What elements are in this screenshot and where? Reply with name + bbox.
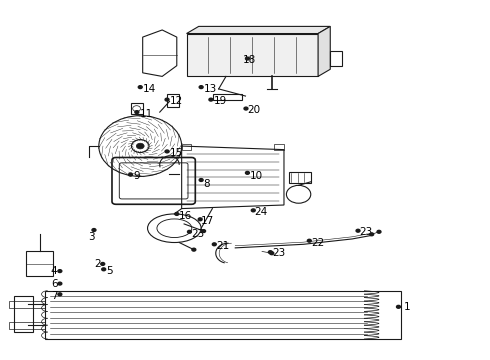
Circle shape: [307, 239, 311, 242]
Bar: [330, 51, 343, 66]
Circle shape: [199, 86, 203, 89]
Circle shape: [58, 270, 62, 273]
Bar: [187, 33, 318, 76]
Circle shape: [136, 143, 144, 149]
Text: 12: 12: [170, 96, 183, 107]
Circle shape: [128, 173, 132, 176]
Text: 7: 7: [51, 291, 57, 301]
Text: 21: 21: [216, 241, 229, 251]
Text: 20: 20: [247, 105, 261, 115]
Circle shape: [396, 305, 400, 308]
Text: 16: 16: [179, 211, 193, 221]
Text: 15: 15: [170, 148, 183, 158]
Circle shape: [102, 268, 106, 271]
Circle shape: [198, 218, 202, 221]
Circle shape: [370, 233, 374, 236]
Text: 19: 19: [213, 96, 226, 107]
Circle shape: [58, 282, 62, 285]
Circle shape: [192, 248, 196, 251]
Circle shape: [199, 179, 203, 181]
Text: 17: 17: [201, 216, 215, 226]
Circle shape: [244, 107, 248, 110]
Circle shape: [138, 86, 142, 89]
Text: 22: 22: [311, 238, 324, 248]
Text: 23: 23: [192, 229, 205, 239]
Bar: [274, 144, 284, 150]
Bar: [213, 94, 242, 100]
Text: 3: 3: [88, 232, 95, 242]
Text: 6: 6: [51, 279, 57, 289]
Circle shape: [165, 98, 169, 101]
Text: 5: 5: [106, 266, 113, 276]
Circle shape: [165, 150, 169, 153]
Circle shape: [188, 230, 192, 233]
Circle shape: [131, 140, 149, 153]
Text: 13: 13: [203, 84, 217, 94]
Text: 24: 24: [255, 207, 268, 217]
Bar: [9, 301, 45, 308]
Circle shape: [251, 209, 255, 212]
Circle shape: [92, 229, 96, 231]
Text: 2: 2: [95, 259, 101, 269]
Bar: [289, 172, 311, 183]
Circle shape: [356, 229, 360, 232]
Text: 23: 23: [360, 227, 373, 237]
Circle shape: [245, 171, 249, 174]
Text: 9: 9: [133, 171, 140, 181]
Circle shape: [209, 98, 213, 101]
Text: 23: 23: [272, 248, 285, 258]
Text: 4: 4: [51, 266, 57, 276]
Circle shape: [245, 57, 249, 60]
Bar: [9, 322, 45, 329]
Circle shape: [270, 252, 274, 255]
Text: 1: 1: [403, 302, 410, 312]
Bar: [26, 251, 52, 276]
Bar: [45, 291, 401, 339]
Bar: [182, 144, 192, 150]
Circle shape: [58, 293, 62, 296]
Bar: [14, 296, 33, 332]
Bar: [130, 103, 143, 114]
Text: 10: 10: [250, 171, 263, 181]
Text: 18: 18: [243, 55, 256, 65]
Circle shape: [101, 262, 105, 265]
Circle shape: [202, 230, 205, 233]
Circle shape: [269, 251, 272, 253]
Text: 11: 11: [140, 109, 153, 119]
Circle shape: [175, 212, 179, 215]
Circle shape: [135, 111, 139, 113]
Text: 14: 14: [143, 84, 156, 94]
Text: 8: 8: [203, 179, 210, 189]
Polygon shape: [187, 26, 330, 33]
Bar: [167, 94, 179, 107]
Circle shape: [377, 230, 381, 233]
Circle shape: [212, 243, 216, 246]
Polygon shape: [318, 26, 330, 76]
